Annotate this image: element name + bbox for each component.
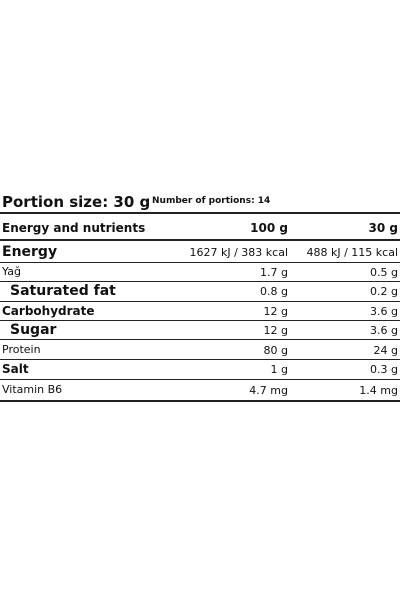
rule [0,239,400,241]
value-100g: 0.8 g [260,285,288,298]
rule [0,359,400,360]
value-portion: 3.6 g [370,324,398,337]
row-label: Protein [2,343,41,356]
rule [0,281,400,282]
value-portion: 488 kJ / 115 kcal [306,246,398,259]
row-label: Energy [2,244,58,260]
rule [0,212,400,214]
rule [0,320,400,321]
rule [0,400,400,402]
row-label: Carbohydrate [2,304,95,318]
value-100g: 4.7 mg [249,384,288,397]
rule [0,262,400,263]
row-label: Vitamin B6 [2,383,63,396]
value-100g: 1627 kJ / 383 kcal [189,246,288,259]
number-of-portions: Number of portions: 14 [152,196,271,206]
value-100g: 1 g [270,363,288,376]
value-portion: 0.5 g [370,266,398,279]
value-portion: 3.6 g [370,305,398,318]
column-header: 100 g [250,221,288,235]
value-100g: 1.7 g [260,266,288,279]
rule [0,301,400,302]
row-label: Yağ [2,265,21,278]
column-header: Energy and nutrients [2,221,146,235]
rule [0,379,400,380]
value-portion: 0.3 g [370,363,398,376]
value-100g: 12 g [263,305,288,318]
value-portion: 1.4 mg [359,384,398,397]
portion-size: Portion size: 30 g [2,193,151,211]
value-portion: 0.2 g [370,285,398,298]
value-100g: 80 g [263,344,288,357]
row-label: Salt [2,362,29,376]
rule [0,339,400,340]
column-header: 30 g [368,221,398,235]
row-label: Saturated fat [10,283,116,299]
value-portion: 24 g [373,344,398,357]
value-100g: 12 g [263,324,288,337]
row-label: Sugar [10,322,57,338]
